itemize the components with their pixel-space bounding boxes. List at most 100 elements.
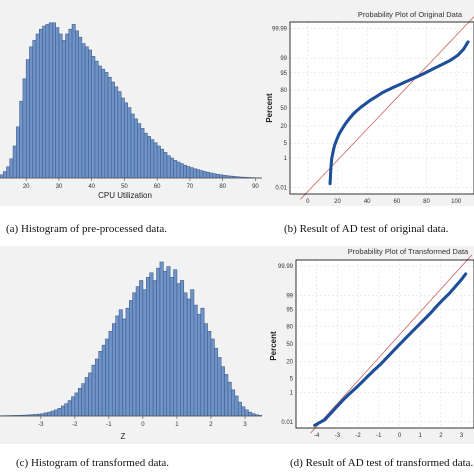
panel-a-bar <box>179 163 184 179</box>
panel-c-bar <box>244 409 249 417</box>
panel-c-bar <box>169 277 174 417</box>
panel-c-histogram: -3 -2 -1 0 1 2 3 Z <box>0 246 263 444</box>
panel-d-y-tick-label: 0.01 <box>281 420 293 426</box>
panel-a-bar <box>22 78 27 179</box>
panel-a-bar <box>111 81 115 179</box>
panel-c-bar <box>241 406 246 417</box>
panel-c-bar <box>231 389 236 417</box>
panel-a-bar <box>173 160 178 179</box>
panel-a-bar <box>192 168 197 179</box>
panel-c-bar <box>173 269 178 417</box>
panel-c-bar <box>84 377 89 417</box>
panel-d-y-tick-label: 5 <box>290 376 294 382</box>
panel-c-bar <box>234 395 239 417</box>
panel-a-bar <box>32 40 37 179</box>
panel-b-y-tick-label: 99 <box>280 56 287 62</box>
panel-c-bar <box>163 270 168 417</box>
panel-c-bar <box>88 372 93 417</box>
panel-a-bar <box>163 152 168 179</box>
panel-c-bar <box>166 266 171 417</box>
panel-a-bar <box>219 174 223 179</box>
panel-b-y-tick-label: 50 <box>280 106 287 112</box>
panel-b-y-axis-title: Percent <box>265 93 274 123</box>
panel-c-bar <box>108 330 113 417</box>
panel-a-bar <box>189 167 194 179</box>
panel-a-bar <box>117 91 122 179</box>
panel-c-bar <box>197 314 202 417</box>
panel-c-bar <box>60 405 65 417</box>
panel-a-bar <box>215 174 220 179</box>
panel-d-y-axis-title: Percent <box>269 331 278 361</box>
panel-a-bar <box>42 25 47 179</box>
panel-c-bar <box>67 400 72 417</box>
panel-a-bar <box>124 102 129 179</box>
panel-b-data-point <box>466 40 470 44</box>
panel-b-x-tick-label: 60 <box>393 199 400 205</box>
panel-b-x-tick-label: 40 <box>364 199 371 205</box>
panel-d-x-tick-label: -2 <box>355 433 361 439</box>
panel-a-bar <box>107 76 112 179</box>
panel-c-bar <box>81 383 86 417</box>
panel-d-caption: (d) Result of AD test of transformed dat… <box>290 457 474 469</box>
panel-b-y-tick-label: 5 <box>284 141 288 147</box>
panel-c-bar <box>220 366 225 417</box>
panel-c-bar <box>77 387 82 417</box>
panel-c-bar <box>176 283 181 417</box>
panel-a-bar <box>147 136 151 179</box>
panel-d-x-tick-label: 0 <box>398 433 402 439</box>
panel-d-y-tick-label: 80 <box>286 324 293 330</box>
panel-b-x-ticks: 0 20 40 60 80 100 <box>306 199 462 205</box>
panel-a-bar <box>52 22 56 179</box>
panel-c-bar <box>203 323 208 417</box>
panel-c-bar <box>152 280 157 417</box>
panel-c-bar <box>64 403 69 417</box>
panel-b-frame <box>289 21 474 195</box>
panel-a-bar <box>19 100 24 179</box>
panel-a-bar <box>120 97 125 179</box>
panel-b-y-tick-label: 95 <box>280 71 287 77</box>
panel-a-bar <box>183 164 187 179</box>
panel-c-bar <box>50 410 55 417</box>
panel-c-x-tick-label: -1 <box>106 422 112 428</box>
panel-a-bar <box>61 40 66 179</box>
panel-c-bar <box>101 344 106 417</box>
panel-a-x-tick-label: 60 <box>154 184 161 190</box>
panel-a-x-tick-label: 50 <box>121 184 128 190</box>
panel-b-y-tick-label: 0.01 <box>275 186 287 192</box>
panel-b-reference-line <box>300 16 474 200</box>
panel-a-bar <box>206 171 210 179</box>
panel-b-y-tick-label: 80 <box>280 88 287 94</box>
panel-c-bar <box>43 412 48 417</box>
panel-b-probability-plot: Probability Plot of Original Data 0.01 1 5… <box>262 0 474 206</box>
panel-c-bar <box>193 304 198 417</box>
panel-c-x-tick-label: 0 <box>141 422 145 428</box>
panel-d-y-tick-label: 99.99 <box>278 264 294 270</box>
panel-a-bar <box>9 158 14 179</box>
panel-a-bar <box>212 173 217 179</box>
panel-a-bar <box>75 30 79 179</box>
panel-a-bar <box>196 169 201 179</box>
panel-c-bar <box>159 261 164 417</box>
panel-c-x-tick-label: -3 <box>38 422 44 428</box>
panel-b-x-tick-label: 80 <box>423 199 430 205</box>
panel-d-x-tick-label: -3 <box>335 433 341 439</box>
panel-d-grid <box>296 260 474 428</box>
panel-a-bar <box>209 172 214 179</box>
panel-d-y-tick-label: 20 <box>286 360 293 366</box>
panel-c-bar <box>94 358 99 417</box>
panel-a-bar <box>0 174 4 179</box>
panel-a-bar <box>29 46 34 179</box>
panel-a-bar <box>143 132 148 179</box>
panel-d-y-tick-label: 99 <box>286 293 293 299</box>
panel-a-bar <box>176 161 181 179</box>
panel-c-bar <box>135 286 140 417</box>
panel-a-bar <box>35 33 40 179</box>
panel-a-caption: (a) Histogram of pre-processed data. <box>6 223 167 235</box>
panel-a-bar <box>88 49 93 179</box>
panel-d-y-tick-label: 95 <box>286 308 293 314</box>
panel-c-bar <box>210 338 215 417</box>
panel-c-bar <box>227 381 232 417</box>
panel-a-bar <box>55 27 60 179</box>
panel-a-bar <box>101 68 106 179</box>
panel-a-bar <box>160 148 165 179</box>
